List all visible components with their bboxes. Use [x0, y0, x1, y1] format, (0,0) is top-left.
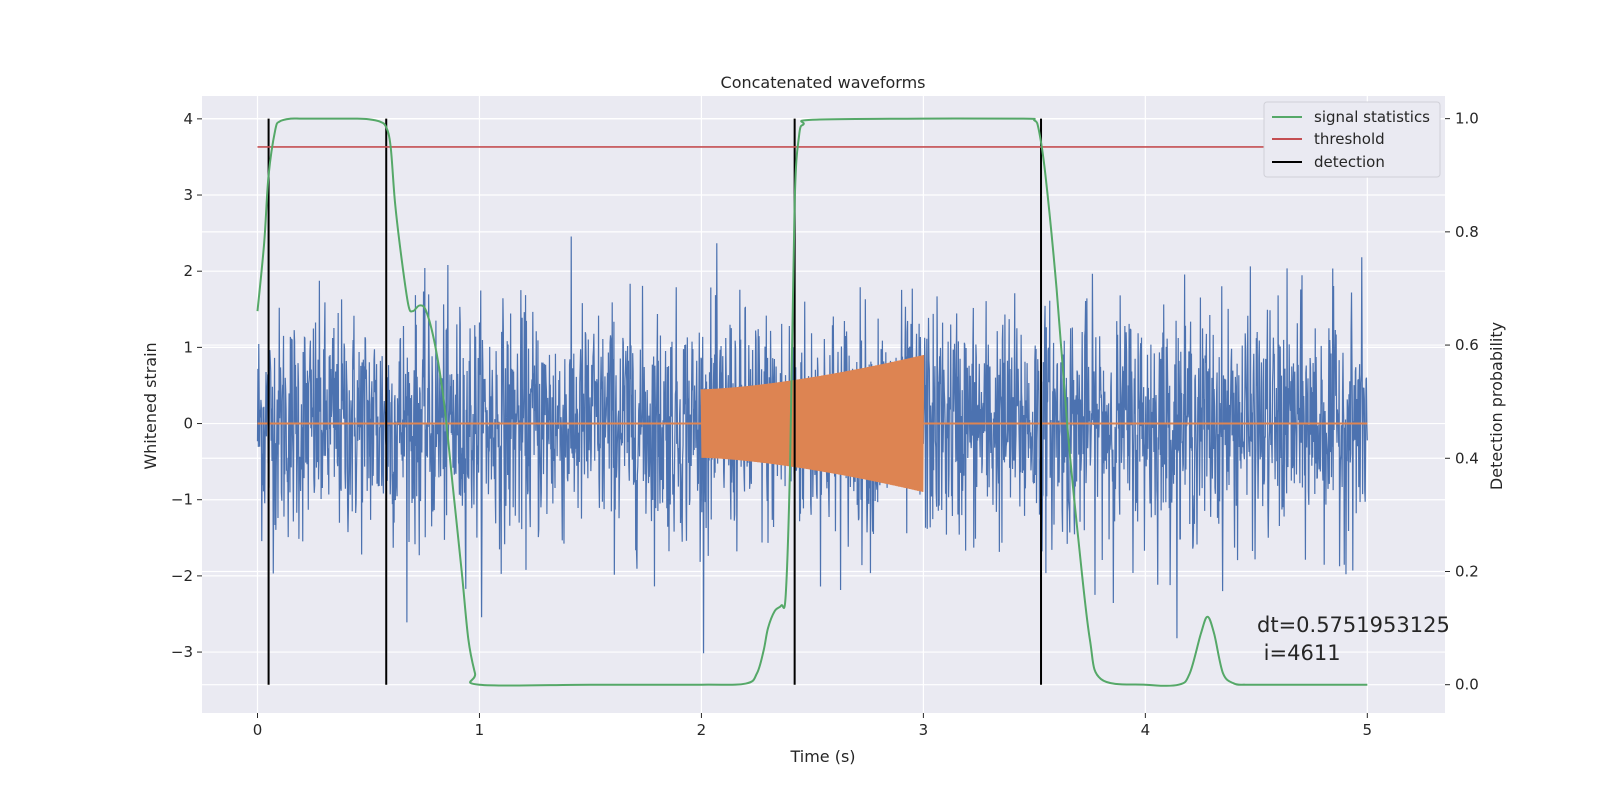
- y-tick-label-6: 3: [183, 186, 193, 204]
- y-tick-label-0: −3: [171, 643, 193, 661]
- x-tick-label-2: 2: [697, 721, 707, 739]
- series-signal-statistics-line: [256, 117, 1368, 687]
- x-tick-label-1: 1: [475, 721, 485, 739]
- legend: signal statistics threshold detection: [1263, 101, 1441, 178]
- x-tick-label-4: 4: [1141, 721, 1151, 739]
- y-axis-label: Whitened strain: [141, 342, 160, 469]
- x-tick-label-0: 0: [253, 721, 263, 739]
- annotation-dt: dt=0.5751953125: [1257, 613, 1450, 637]
- y2-tick-label-4: 0.8: [1455, 223, 1479, 241]
- y-tick-label-3: 0: [183, 415, 193, 433]
- series-waveform-line: [700, 354, 925, 492]
- x-axis-label: Time (s): [789, 747, 855, 766]
- legend-label-detection: detection: [1314, 153, 1385, 171]
- y-tick-label-2: −1: [171, 491, 193, 509]
- y2-axis-ticks: 0.0 0.2 0.4 0.6 0.8 1.0: [1445, 110, 1479, 694]
- y-tick-label-7: 4: [183, 110, 193, 128]
- x-tick-label-3: 3: [919, 721, 929, 739]
- legend-label-signal-statistics: signal statistics: [1314, 108, 1430, 126]
- y2-axis-label: Detection probability: [1487, 322, 1506, 490]
- y-tick-label-5: 2: [183, 262, 193, 280]
- y2-tick-label-3: 0.6: [1455, 336, 1479, 354]
- annotation-i: i=4611: [1257, 641, 1341, 665]
- y2-tick-label-2: 0.4: [1455, 449, 1479, 467]
- y-tick-label-1: −2: [171, 567, 193, 585]
- x-tick-label-5: 5: [1363, 721, 1373, 739]
- y-axis-ticks: −3 −2 −1 0 1 2 3 4: [171, 110, 202, 661]
- y2-tick-label-1: 0.2: [1455, 562, 1479, 580]
- y2-tick-label-5: 1.0: [1455, 110, 1479, 128]
- legend-label-threshold: threshold: [1314, 130, 1385, 148]
- x-axis-ticks: 0 1 2 3 4 5: [253, 713, 1372, 739]
- legend-box: [1263, 101, 1441, 178]
- y-tick-label-4: 1: [183, 338, 193, 356]
- y2-tick-label-0: 0.0: [1455, 676, 1479, 694]
- chart-title: Concatenated waveforms: [721, 73, 926, 92]
